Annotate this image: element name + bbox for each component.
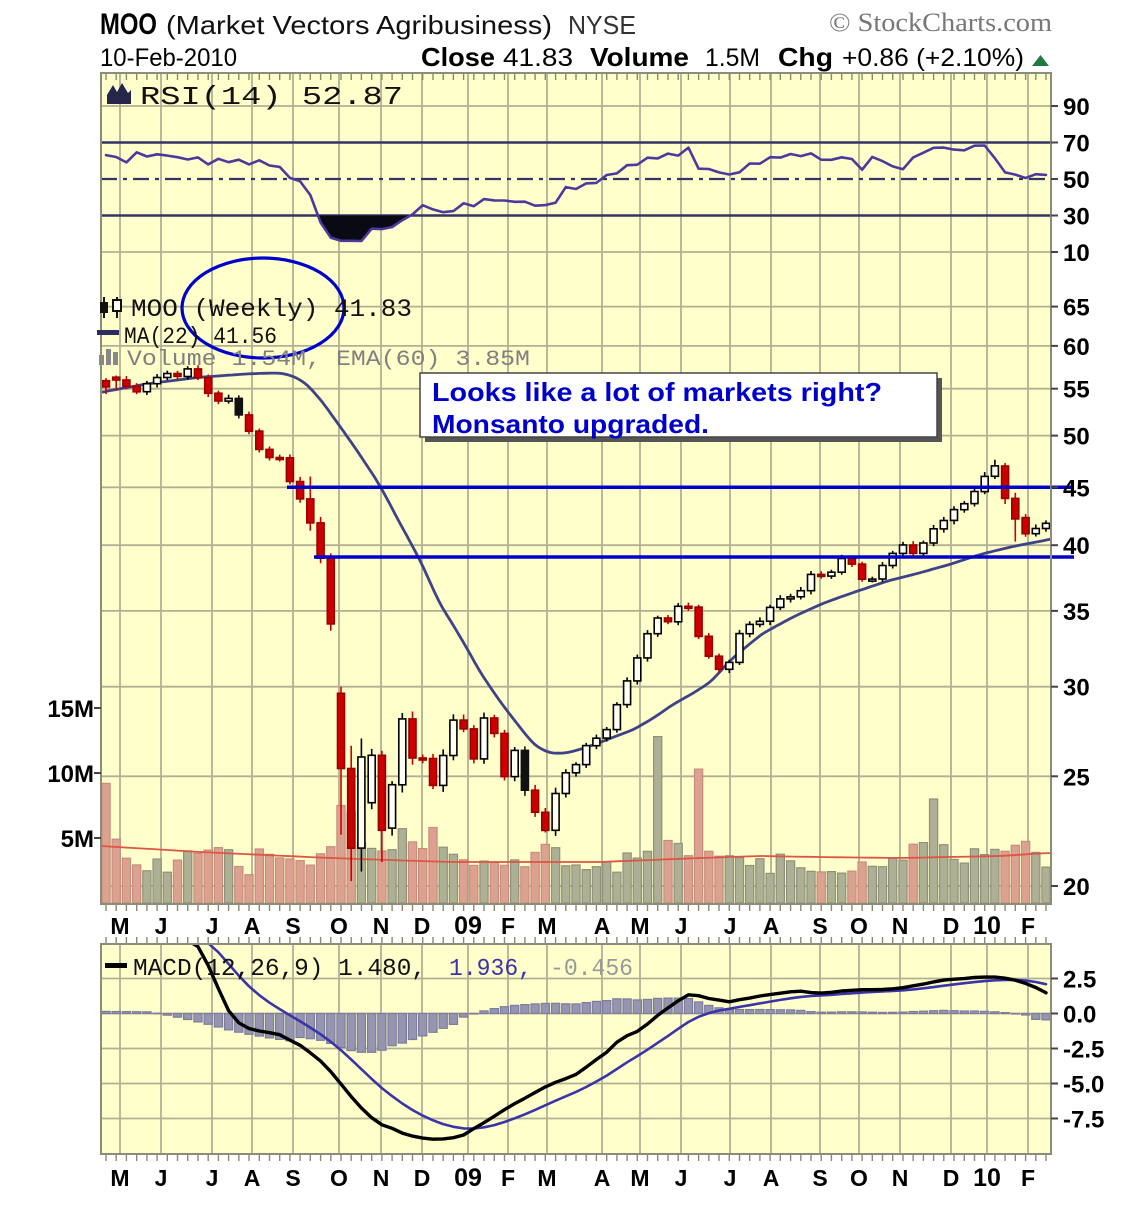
svg-text:J: J	[724, 1165, 737, 1191]
svg-text:Looks like a lot of markets ri: Looks like a lot of markets right?	[432, 377, 882, 407]
svg-text:A: A	[244, 1165, 261, 1191]
svg-text:MACD(12,26,9) 1.480,: MACD(12,26,9) 1.480,	[133, 956, 426, 983]
svg-text:50: 50	[1063, 167, 1090, 194]
svg-text:M: M	[630, 1165, 649, 1191]
svg-text:1.5M: 1.5M	[705, 44, 760, 72]
svg-text:D: D	[414, 913, 431, 939]
svg-text:10M: 10M	[47, 761, 94, 788]
svg-text:10: 10	[1063, 240, 1090, 267]
svg-text:M: M	[110, 913, 129, 939]
svg-text:J: J	[206, 913, 219, 939]
svg-text:-2.5: -2.5	[1063, 1037, 1104, 1064]
svg-text:90: 90	[1063, 94, 1090, 121]
svg-text:N: N	[892, 913, 909, 939]
svg-text:MOO (Weekly) 41.83: MOO (Weekly) 41.83	[131, 295, 412, 324]
svg-text:Chg: Chg	[778, 42, 833, 72]
svg-text:A: A	[594, 913, 611, 939]
svg-text:5M: 5M	[61, 826, 94, 853]
svg-text:F: F	[1021, 1165, 1035, 1191]
svg-text:+0.86 (+2.10%): +0.86 (+2.10%)	[842, 44, 1024, 72]
svg-text:F: F	[501, 913, 515, 939]
svg-text:NYSE: NYSE	[568, 10, 636, 40]
svg-text:65: 65	[1063, 295, 1090, 322]
svg-text:60: 60	[1063, 334, 1090, 361]
svg-text:30: 30	[1063, 204, 1090, 231]
svg-text:45: 45	[1063, 475, 1090, 502]
svg-text:10: 10	[973, 1164, 1001, 1192]
svg-text:N: N	[373, 913, 390, 939]
svg-text:-5.0: -5.0	[1063, 1072, 1104, 1099]
svg-text:J: J	[206, 1165, 219, 1191]
svg-text:70: 70	[1063, 131, 1090, 158]
svg-text:M: M	[537, 913, 556, 939]
svg-text:(Market Vectors Agribusiness): (Market Vectors Agribusiness)	[166, 10, 552, 40]
svg-text:-7.5: -7.5	[1063, 1107, 1104, 1134]
svg-text:MA(22) 41.56: MA(22) 41.56	[124, 324, 277, 350]
svg-text:J: J	[155, 1165, 168, 1191]
svg-text:F: F	[1021, 913, 1035, 939]
svg-text:A: A	[763, 913, 780, 939]
svg-text:D: D	[943, 1165, 960, 1191]
svg-text:J: J	[675, 913, 688, 939]
svg-text:09: 09	[454, 1164, 482, 1192]
svg-text:Volume 1.54M, EMA(60) 3.85M: Volume 1.54M, EMA(60) 3.85M	[127, 347, 530, 372]
svg-text:10: 10	[973, 912, 1001, 940]
svg-text:M: M	[537, 1165, 556, 1191]
svg-text:A: A	[763, 1165, 780, 1191]
svg-text:F: F	[501, 1165, 515, 1191]
svg-text:40: 40	[1063, 533, 1090, 560]
svg-text:10-Feb-2010: 10-Feb-2010	[100, 44, 237, 72]
svg-text:09: 09	[454, 912, 482, 940]
svg-text:O: O	[850, 1165, 868, 1191]
svg-text:N: N	[373, 1165, 390, 1191]
svg-text:J: J	[675, 1165, 688, 1191]
svg-text:Monsanto upgraded.: Monsanto upgraded.	[432, 409, 709, 439]
svg-text:S: S	[285, 913, 300, 939]
svg-text:J: J	[724, 913, 737, 939]
svg-text:15M: 15M	[47, 696, 94, 723]
svg-text:30: 30	[1063, 675, 1090, 702]
svg-text:RSI(14) 52.87: RSI(14) 52.87	[140, 82, 403, 112]
svg-text:2.5: 2.5	[1063, 967, 1096, 994]
svg-text:MOO: MOO	[100, 8, 157, 41]
svg-text:S: S	[285, 1165, 300, 1191]
svg-text:O: O	[330, 913, 348, 939]
svg-text:O: O	[850, 913, 868, 939]
svg-text:55: 55	[1063, 377, 1090, 404]
svg-text:50: 50	[1063, 424, 1090, 451]
svg-text:20: 20	[1063, 874, 1090, 901]
svg-text:25: 25	[1063, 764, 1090, 791]
svg-text:N: N	[892, 1165, 909, 1191]
svg-text:Close: Close	[421, 42, 495, 72]
svg-text:A: A	[594, 1165, 611, 1191]
svg-text:0.0: 0.0	[1063, 1002, 1096, 1029]
svg-text:S: S	[812, 913, 827, 939]
svg-text:41.83: 41.83	[503, 44, 573, 72]
svg-text:M: M	[110, 1165, 129, 1191]
svg-text:D: D	[414, 1165, 431, 1191]
svg-text:A: A	[244, 913, 261, 939]
svg-text:M: M	[630, 913, 649, 939]
svg-text:1.936,: 1.936,	[449, 956, 532, 983]
svg-text:Volume: Volume	[590, 42, 689, 72]
svg-text:35: 35	[1063, 599, 1090, 626]
svg-text:© StockCharts.com: © StockCharts.com	[829, 8, 1052, 37]
svg-text:-0.456: -0.456	[550, 956, 633, 983]
svg-text:J: J	[155, 913, 168, 939]
svg-text:S: S	[812, 1165, 827, 1191]
svg-text:D: D	[943, 913, 960, 939]
svg-text:O: O	[330, 1165, 348, 1191]
